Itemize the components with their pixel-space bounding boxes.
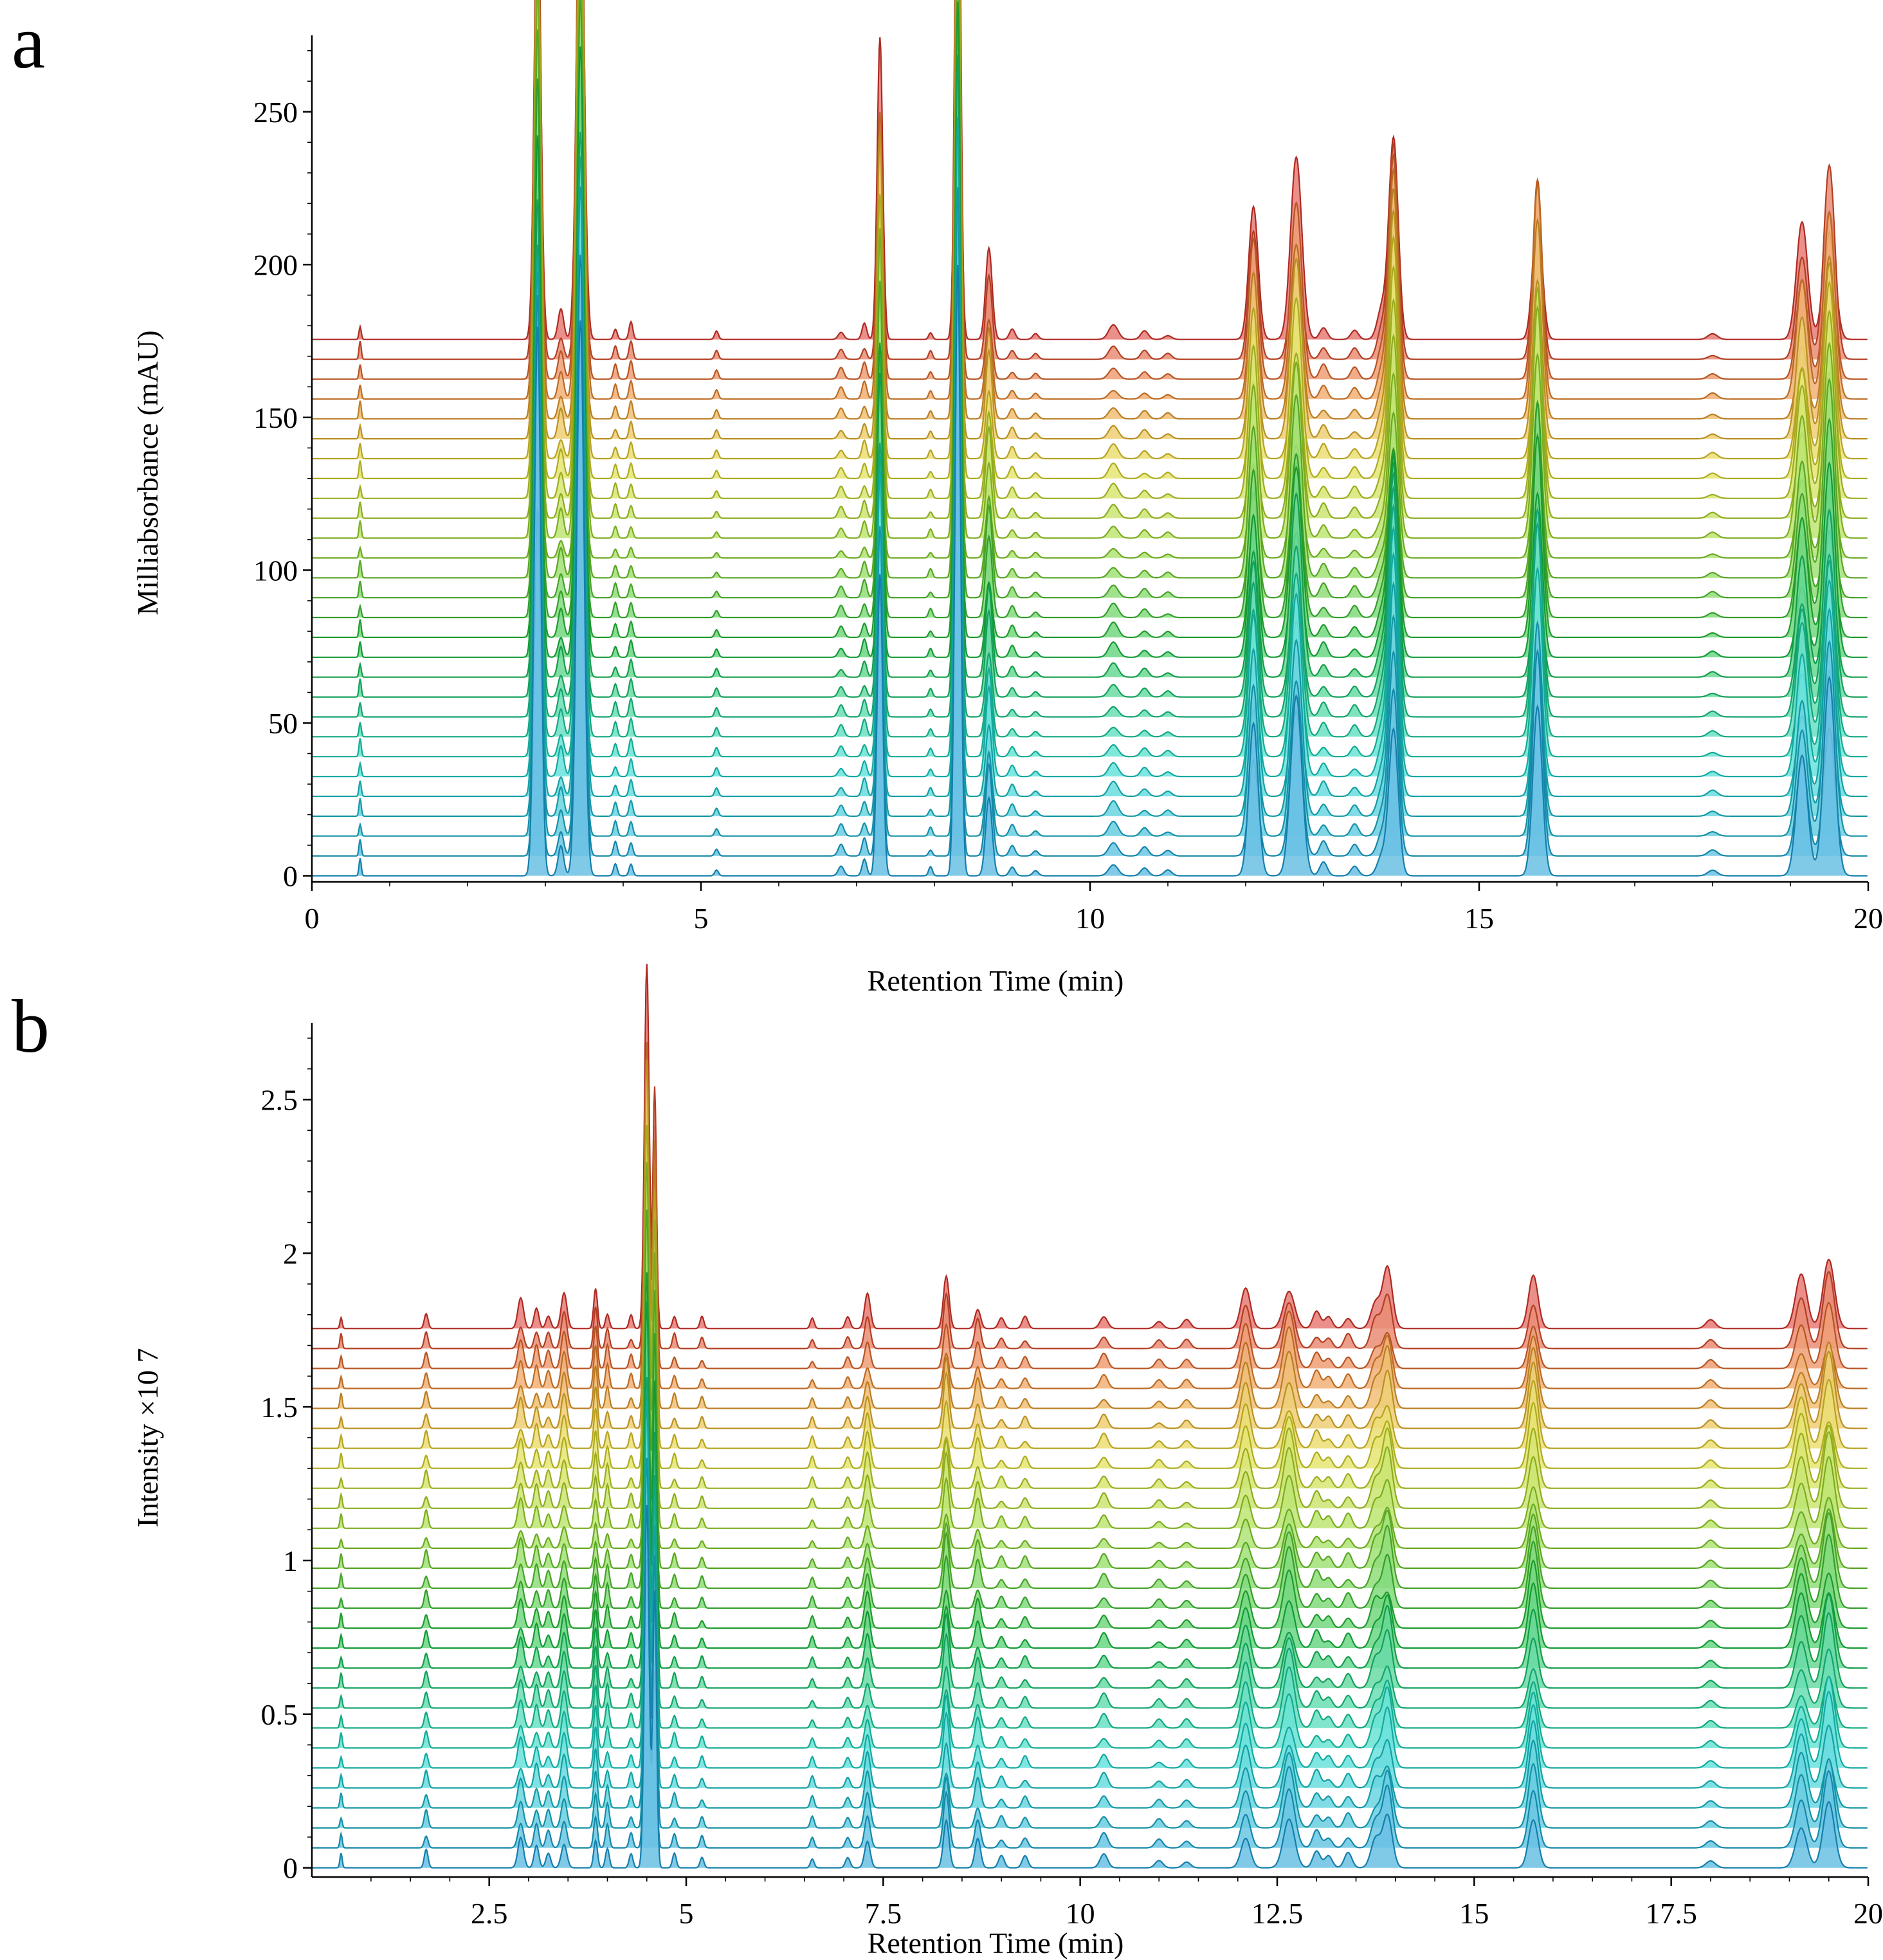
panel-b-trace-line-26 bbox=[312, 1066, 1868, 1350]
panel-a-trace-line-25 bbox=[312, 0, 1868, 380]
panel-a-chromatogram: a 0 5 10 15 20 0 50 100 150 200 250 Retention Tim… bbox=[12, 0, 1883, 997]
panel-a-y-tick-label-1: 50 bbox=[268, 707, 298, 740]
panel-b-chromatogram: b 2.5 5 7.5 10 12.5 15 17.5 20 0 0.5 1 1.5 2 2.5 Ret… bbox=[12, 964, 1883, 1959]
panel-b-y-ticks: 0 0.5 1 1.5 2 2.5 bbox=[261, 1038, 312, 1885]
panel-b-trace-line-27 bbox=[312, 964, 1868, 1330]
panel-b-trace-line-16 bbox=[312, 1332, 1868, 1549]
panel-a-trace-line-10 bbox=[312, 161, 1868, 678]
panel-b-trace-line-3 bbox=[312, 1458, 1868, 1809]
panel-b-trace-line-19 bbox=[312, 1162, 1868, 1489]
panel-a-y-axis-label: Milliabsorbance (mAU) bbox=[131, 330, 164, 615]
panel-b-trace-line-4 bbox=[312, 1525, 1868, 1789]
panel-a-y-ticks: 0 50 100 150 200 250 bbox=[253, 50, 312, 892]
panel-b-x-tick-label-1: 5 bbox=[679, 1897, 694, 1930]
panel-b-trace-line-1 bbox=[312, 1559, 1868, 1849]
panel-b-trace-line-22 bbox=[312, 1059, 1868, 1429]
panel-a-trace-line-27 bbox=[312, 0, 1868, 340]
panel-b-trace-line-17 bbox=[312, 1162, 1868, 1529]
panel-a-trace-line-4 bbox=[312, 187, 1868, 798]
panel-b-trace-line-23 bbox=[312, 1164, 1868, 1409]
panel-a-x-tick-label-0: 0 bbox=[305, 902, 320, 935]
panel-b-y-tick-label-1: 0.5 bbox=[261, 1698, 298, 1731]
panel-b-x-tick-label-6: 17.5 bbox=[1645, 1897, 1697, 1930]
panel-b-x-ticks: 2.5 5 7.5 10 12.5 15 17.5 20 bbox=[370, 1877, 1883, 1930]
panel-a-trace-line-17 bbox=[312, 0, 1868, 539]
panel-b-y-axis-label: Intensity ×10 7 bbox=[131, 1348, 164, 1528]
panel-b-x-axis-label: Retention Time (min) bbox=[868, 1927, 1124, 1959]
panel-a-trace-line-8 bbox=[312, 132, 1868, 718]
panel-a-x-axis-label: Retention Time (min) bbox=[868, 964, 1124, 997]
panel-b-label: b bbox=[12, 984, 50, 1068]
panel-b-x-tick-label-4: 12.5 bbox=[1251, 1897, 1304, 1930]
panel-b-x-tick-label-2: 7.5 bbox=[865, 1897, 902, 1930]
panel-b-y-tick-label-2: 1 bbox=[283, 1544, 298, 1577]
panel-a-trace-line-21 bbox=[312, 0, 1868, 460]
panel-b-trace-line-0 bbox=[312, 1505, 1868, 1869]
panel-b-trace-line-2 bbox=[312, 1511, 1868, 1829]
panel-a-x-tick-label-3: 15 bbox=[1464, 902, 1494, 935]
panel-b-traces bbox=[312, 964, 1868, 1869]
panel-a-y-tick-label-5: 250 bbox=[253, 96, 298, 129]
panel-b-trace-line-21 bbox=[312, 1191, 1868, 1449]
panel-a-x-tick-label-2: 10 bbox=[1075, 902, 1105, 935]
panel-b-trace-line-13 bbox=[312, 1302, 1868, 1609]
panel-a-trace-line-7 bbox=[312, 156, 1868, 738]
panel-b-y-tick-label-4: 2 bbox=[283, 1237, 298, 1270]
panel-b-y-tick-label-3: 1.5 bbox=[261, 1391, 298, 1424]
panel-b-trace-line-10 bbox=[312, 1301, 1868, 1669]
panel-b-y-tick-label-0: 0 bbox=[283, 1852, 298, 1885]
panel-b-trace-line-15 bbox=[312, 1209, 1868, 1569]
panel-a-trace-line-24 bbox=[312, 0, 1868, 400]
panel-b-trace-line-14 bbox=[312, 1288, 1868, 1589]
panel-b-trace-line-20 bbox=[312, 1125, 1868, 1469]
panel-a-y-tick-label-0: 0 bbox=[283, 859, 298, 892]
panel-b-trace-line-5 bbox=[312, 1399, 1868, 1769]
panel-b-trace-line-18 bbox=[312, 1231, 1868, 1509]
panel-a-traces bbox=[312, 0, 1868, 877]
panel-b-x-tick-label-5: 15 bbox=[1459, 1897, 1489, 1930]
panel-b-trace-line-24 bbox=[312, 1042, 1868, 1389]
panel-a-trace-line-13 bbox=[312, 78, 1868, 619]
panel-a-x-ticks: 0 5 10 15 20 bbox=[305, 882, 1883, 935]
panel-b-x-tick-label-0: 2.5 bbox=[471, 1897, 508, 1930]
panel-a-trace-line-15 bbox=[312, 0, 1868, 579]
panel-a-trace-line-20 bbox=[312, 0, 1868, 480]
panel-b-trace-line-11 bbox=[312, 1380, 1868, 1649]
panel-b-trace-line-8 bbox=[312, 1377, 1868, 1709]
panel-b-trace-line-25 bbox=[312, 1047, 1868, 1369]
panel-a-trace-line-3 bbox=[312, 187, 1868, 817]
panel-a-trace-line-1 bbox=[312, 255, 1868, 857]
panel-b-trace-line-9 bbox=[312, 1418, 1868, 1689]
panel-a-y-tick-label-4: 200 bbox=[253, 248, 298, 281]
panel-a-y-tick-label-3: 150 bbox=[253, 401, 298, 434]
panel-b-trace-line-7 bbox=[312, 1389, 1868, 1729]
panel-b-y-tick-label-5: 2.5 bbox=[261, 1083, 298, 1116]
panel-a-label: a bbox=[12, 0, 45, 84]
panel-b-trace-line-12 bbox=[312, 1272, 1868, 1629]
panel-a-trace-line-14 bbox=[312, 0, 1868, 599]
panel-a-trace-line-18 bbox=[312, 0, 1868, 519]
panel-b-x-tick-label-3: 10 bbox=[1066, 1897, 1095, 1930]
panel-a-trace-line-11 bbox=[312, 46, 1868, 658]
panel-a-x-tick-label-4: 20 bbox=[1853, 902, 1883, 935]
panel-b-x-tick-label-7: 20 bbox=[1853, 1897, 1883, 1930]
panel-a-x-tick-label-1: 5 bbox=[694, 902, 709, 935]
panel-a-trace-line-0 bbox=[312, 264, 1868, 877]
panel-b-trace-line-6 bbox=[312, 1490, 1868, 1749]
panel-a-y-tick-label-2: 100 bbox=[253, 554, 298, 587]
